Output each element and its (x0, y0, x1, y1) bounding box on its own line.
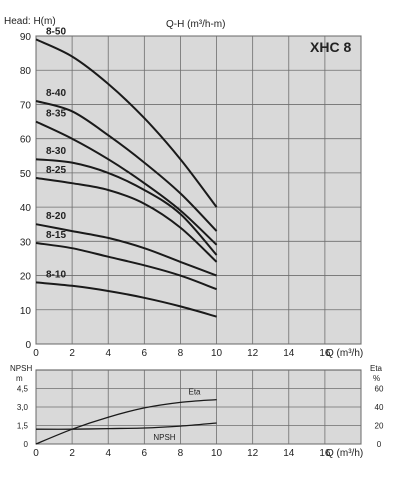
head-curve-label: 8-10 (46, 269, 66, 280)
npsh-x-tick-label: 10 (211, 448, 223, 459)
head-plot-area (35, 35, 362, 345)
head-curve-8-25 (35, 177, 218, 263)
npsh-tick-label: 0 (24, 440, 29, 449)
head-y-tick-label: 0 (25, 340, 31, 351)
head-curves (35, 38, 218, 318)
head-curve-8-15 (35, 242, 217, 291)
head-axis-label: Head: H(m) (4, 16, 56, 27)
head-x-tick-label: 4 (105, 348, 111, 359)
eta-axis-label: Eta (370, 364, 383, 373)
head-x-tick-label: 12 (247, 348, 259, 359)
head-curve-label: 8-15 (46, 230, 66, 241)
head-y-tick-label: 60 (20, 135, 32, 146)
npsh-x-tick-label: 4 (105, 448, 111, 459)
npsh-eta-curve-labels: Eta NPSH (153, 387, 201, 442)
head-y-tick-label: 50 (20, 169, 32, 180)
head-x-tick-label: 2 (69, 348, 75, 359)
head-x-tick-labels: 0 2 4 6 8 10 12 14 16 (33, 348, 331, 359)
npsh-curve-label: NPSH (153, 433, 175, 442)
chart-title: Q-H (m³/h-m) (166, 19, 225, 30)
head-x-tick-label: 10 (211, 348, 223, 359)
eta-tick-label: 20 (375, 422, 384, 431)
head-x-tick-label: 16 (319, 348, 331, 359)
npsh-x-tick-label: 6 (142, 448, 148, 459)
head-y-tick-label: 20 (20, 272, 32, 283)
eta-curve (35, 398, 217, 445)
npsh-x-tick-label: 14 (283, 448, 295, 459)
npsh-x-tick-label: 0 (33, 448, 39, 459)
eta-tick-label: 0 (377, 440, 382, 449)
head-curve-label: 8-30 (46, 146, 66, 157)
npsh-x-tick-labels: 0 2 4 6 8 10 12 14 16 (33, 448, 331, 459)
head-x-axis-label: Q (m³/h) (326, 348, 363, 359)
eta-tick-label: 60 (375, 385, 384, 394)
head-curve-label: 8-50 (46, 26, 66, 37)
npsh-eta-chart-grid (35, 369, 362, 445)
head-curve-8-50 (35, 38, 218, 208)
head-curve-8-30 (35, 158, 218, 256)
npsh-tick-label: 3,0 (17, 403, 29, 412)
model-label: XHC 8 (310, 39, 351, 55)
npsh-axis-unit: m (16, 374, 23, 383)
head-y-tick-label: 40 (20, 203, 32, 214)
head-y-tick-label: 30 (20, 237, 32, 248)
npsh-x-tick-label: 12 (247, 448, 259, 459)
npsh-curve (35, 422, 217, 430)
head-y-tick-label: 90 (20, 32, 32, 43)
head-y-tick-label: 10 (20, 306, 32, 317)
head-x-tick-label: 14 (283, 348, 295, 359)
head-curve-label: 8-40 (46, 88, 66, 99)
npsh-x-tick-label: 2 (69, 448, 75, 459)
head-x-tick-label: 8 (178, 348, 184, 359)
head-chart-grid (35, 35, 362, 345)
eta-tick-label: 40 (375, 403, 384, 412)
npsh-left-tick-labels: 4,5 3,0 1,5 0 (17, 385, 29, 450)
head-curve-labels: 8-50 8-40 8-35 8-30 8-25 8-20 8-15 8-10 (46, 26, 66, 280)
head-curve-label: 8-25 (46, 165, 66, 176)
head-x-tick-label: 6 (142, 348, 148, 359)
npsh-x-tick-label: 16 (319, 448, 331, 459)
npsh-tick-label: 1,5 (17, 422, 29, 431)
npsh-eta-curves (35, 398, 217, 445)
npsh-axis-label: NPSH (10, 364, 32, 373)
head-curve-label: 8-35 (46, 109, 66, 120)
eta-right-tick-labels: 60 40 20 0 (375, 385, 384, 450)
head-y-tick-labels: 0 10 20 30 40 50 60 70 80 90 (20, 32, 32, 351)
head-curve-8-35 (35, 120, 218, 246)
npsh-x-tick-label: 8 (178, 448, 184, 459)
head-y-tick-label: 70 (20, 100, 32, 111)
eta-curve-label: Eta (189, 387, 202, 396)
head-curve-8-10 (35, 281, 217, 318)
head-y-tick-label: 80 (20, 66, 32, 77)
npsh-tick-label: 4,5 (17, 385, 29, 394)
npsh-x-axis-label: Q (m³/h) (326, 448, 363, 459)
eta-axis-unit: % (373, 374, 380, 383)
head-curve-label: 8-20 (46, 211, 66, 222)
head-curve-8-40 (35, 100, 218, 232)
head-x-tick-label: 0 (33, 348, 39, 359)
head-curve-8-20 (35, 223, 217, 277)
